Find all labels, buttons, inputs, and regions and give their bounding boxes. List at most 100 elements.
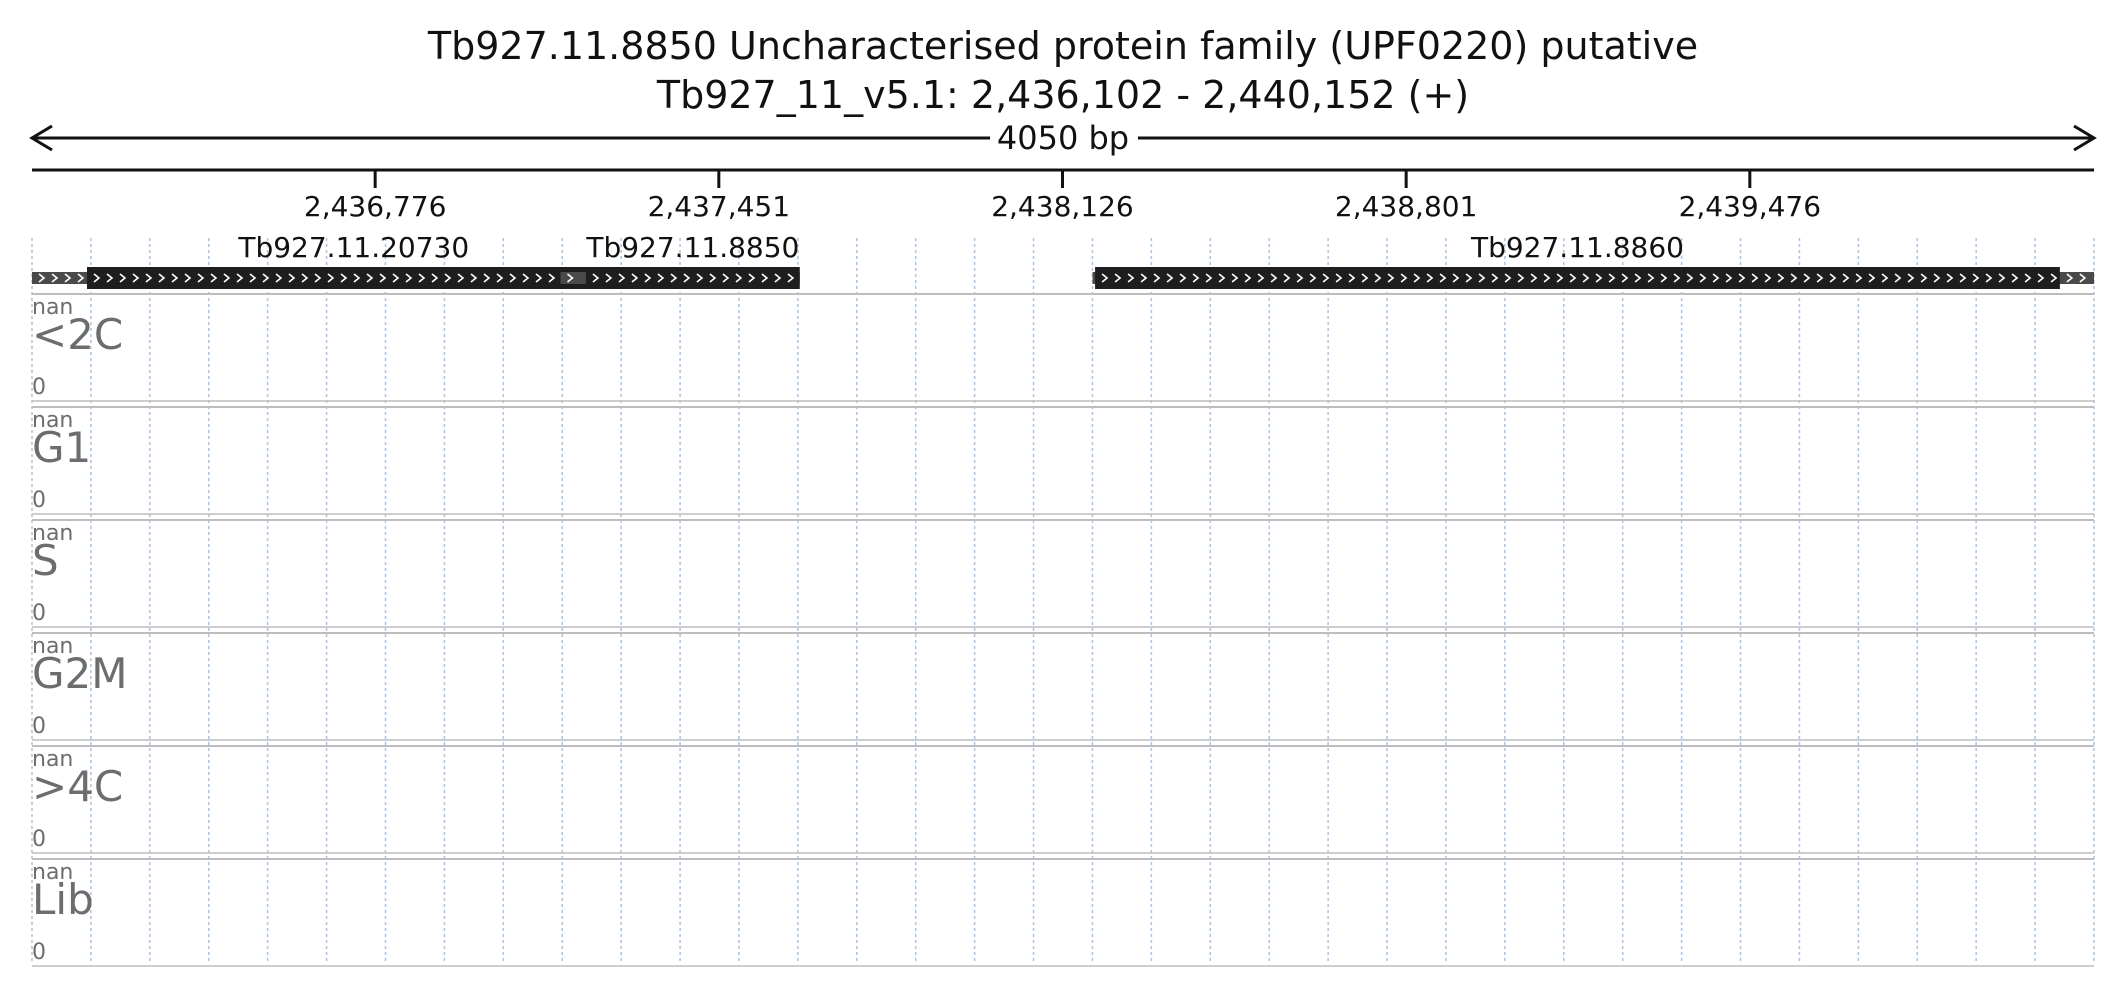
strand-chevron-icon xyxy=(1608,273,1616,283)
strand-chevron-icon xyxy=(51,273,59,283)
strand-chevron-icon xyxy=(1335,273,1343,283)
strand-chevron-icon xyxy=(77,273,85,283)
data-track: nan<2C 0 xyxy=(32,293,2094,402)
strand-chevron-icon xyxy=(1231,273,1239,283)
strand-chevron-icon xyxy=(1933,273,1941,283)
gene-title: Tb927.11.8850 Uncharacterised protein fa… xyxy=(427,24,1698,68)
strand-chevron-icon xyxy=(522,273,530,283)
strand-chevron-icon xyxy=(392,273,400,283)
strand-chevron-icon xyxy=(171,273,179,283)
ruler-tick-label: 2,438,801 xyxy=(1335,190,1478,223)
gene-feature[interactable]: Tb927.11.8850 xyxy=(560,231,800,289)
strand-chevron-icon xyxy=(1192,273,1200,283)
track-name: G2M xyxy=(32,649,128,698)
strand-chevron-icon xyxy=(618,273,626,283)
strand-chevron-icon xyxy=(496,273,504,283)
ruler-tick-label: 2,439,476 xyxy=(1679,190,1822,223)
arrow-right-icon xyxy=(2073,124,2097,152)
strand-chevron-icon xyxy=(1101,273,1109,283)
gene-feature[interactable]: Tb927.11.20730 xyxy=(32,231,687,289)
strand-chevron-icon xyxy=(1621,273,1629,283)
strand-chevron-icon xyxy=(223,273,231,283)
strand-chevron-icon xyxy=(1582,273,1590,283)
track-min-label: 0 xyxy=(32,375,46,400)
strand-chevron-icon xyxy=(787,273,795,283)
strand-chevron-icon xyxy=(1530,273,1538,283)
strand-chevron-icon xyxy=(1660,273,1668,283)
strand-chevron-icon xyxy=(1296,273,1304,283)
gene-label: Tb927.11.8850 xyxy=(585,231,799,264)
track-min-label: 0 xyxy=(32,601,46,626)
track-name: S xyxy=(32,536,59,585)
ruler-tick-label: 2,437,451 xyxy=(648,190,791,223)
strand-chevron-icon xyxy=(1491,273,1499,283)
strand-chevron-icon xyxy=(1127,273,1135,283)
strand-chevron-icon xyxy=(1348,273,1356,283)
strand-chevron-icon xyxy=(197,273,205,283)
track-min-label: 0 xyxy=(32,488,46,513)
strand-chevron-icon xyxy=(657,273,665,283)
strand-chevron-icon xyxy=(1452,273,1460,283)
strand-chevron-icon xyxy=(1543,273,1551,283)
strand-chevron-icon xyxy=(1114,273,1122,283)
strand-chevron-icon xyxy=(1361,273,1369,283)
strand-chevron-icon xyxy=(1751,273,1759,283)
strand-chevron-icon xyxy=(1374,273,1382,283)
strand-chevron-icon xyxy=(683,273,691,283)
strand-chevron-icon xyxy=(1517,273,1525,283)
strand-chevron-icon xyxy=(605,273,613,283)
strand-chevron-icon xyxy=(184,273,192,283)
strand-chevron-icon xyxy=(262,273,270,283)
gene-label: Tb927.11.20730 xyxy=(237,231,469,264)
strand-chevron-icon xyxy=(1322,273,1330,283)
gene-cds xyxy=(1095,267,2060,289)
strand-chevron-icon xyxy=(119,273,127,283)
strand-chevron-icon xyxy=(1972,273,1980,283)
gene-cds xyxy=(585,267,800,289)
strand-chevron-icon xyxy=(1907,273,1915,283)
strand-chevron-icon xyxy=(535,273,543,283)
strand-chevron-icon xyxy=(1738,273,1746,283)
strand-chevron-icon xyxy=(275,273,283,283)
strand-chevron-icon xyxy=(1855,273,1863,283)
strand-chevron-icon xyxy=(774,273,782,283)
region-coordinates: Tb927_11_v5.1: 2,436,102 - 2,440,152 (+) xyxy=(656,73,1469,117)
strand-chevron-icon xyxy=(1504,273,1512,283)
strand-chevron-icon xyxy=(2037,273,2045,283)
gene-label: Tb927.11.8860 xyxy=(1470,231,1684,264)
strand-chevron-icon xyxy=(145,273,153,283)
strand-chevron-icon xyxy=(1699,273,1707,283)
strand-chevron-icon xyxy=(93,273,101,283)
strand-chevron-icon xyxy=(210,273,218,283)
strand-chevron-icon xyxy=(1595,273,1603,283)
strand-chevron-icon xyxy=(1985,273,1993,283)
strand-chevron-icon xyxy=(1881,273,1889,283)
span-arrow xyxy=(29,124,2097,152)
gene-annotation-track: Tb927.11.20730 Tb927.11.8850 Tb927.11.8860 xyxy=(32,231,2094,289)
strand-chevron-icon xyxy=(418,273,426,283)
strand-chevron-icon xyxy=(1777,273,1785,283)
strand-chevron-icon xyxy=(301,273,309,283)
strand-chevron-icon xyxy=(1387,273,1395,283)
gene-feature[interactable]: Tb927.11.8860 xyxy=(1092,231,2094,289)
strand-chevron-icon xyxy=(1400,273,1408,283)
strand-chevron-icon xyxy=(761,273,769,283)
ruler-ticks: 2,436,776 2,437,451 2,438,126 2,438,801 2,43… xyxy=(304,170,1821,223)
strand-chevron-icon xyxy=(1686,273,1694,283)
strand-chevron-icon xyxy=(696,273,704,283)
track-name: G1 xyxy=(32,423,91,472)
strand-chevron-icon xyxy=(379,273,387,283)
strand-chevron-icon xyxy=(1179,273,1187,283)
strand-chevron-icon xyxy=(327,273,335,283)
strand-chevron-icon xyxy=(1244,273,1252,283)
strand-chevron-icon xyxy=(1439,273,1447,283)
strand-chevron-icon xyxy=(1205,273,1213,283)
strand-chevron-icon xyxy=(509,273,517,283)
strand-chevron-icon xyxy=(1647,273,1655,283)
strand-chevron-icon xyxy=(1725,273,1733,283)
